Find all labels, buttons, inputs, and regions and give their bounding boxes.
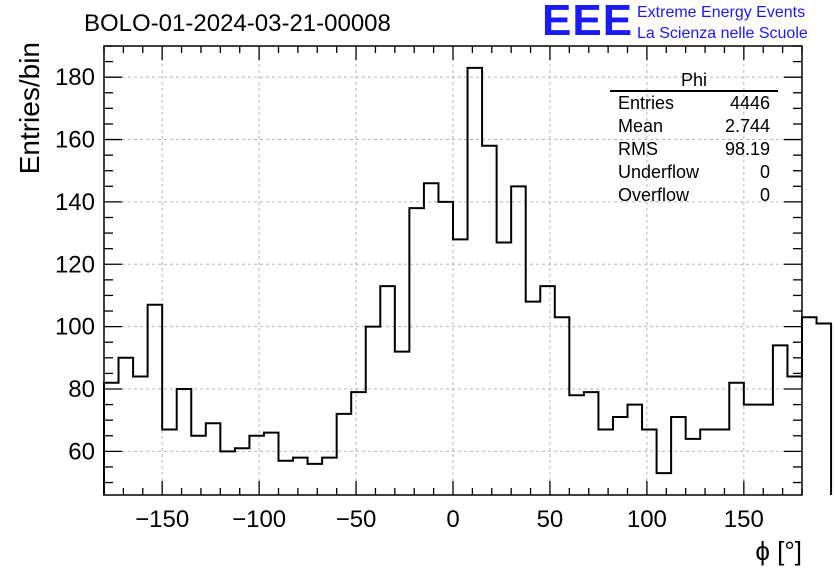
- histogram-bin: [424, 183, 439, 495]
- y-tick-label: 80: [68, 376, 95, 403]
- eee-logo: EEE: [542, 0, 634, 45]
- stats-row-entries: Entries 4446: [610, 92, 778, 115]
- stats-row-overflow: Overflow 0: [610, 184, 778, 207]
- y-tick-label: 140: [55, 189, 95, 216]
- histogram-bin: [715, 430, 730, 495]
- histogram-bin: [322, 458, 337, 495]
- chart-title: BOLO-01-2024-03-21-00008: [84, 10, 391, 37]
- histogram-bin: [817, 324, 832, 495]
- histogram-bin: [104, 383, 119, 495]
- x-tick-label: 100: [627, 506, 667, 533]
- histogram-bin: [598, 430, 613, 495]
- stats-value: 4446: [729, 93, 770, 113]
- stats-row-mean: Mean 2.744: [610, 115, 778, 138]
- histogram-bin: [526, 302, 541, 495]
- histogram-bin: [119, 358, 134, 495]
- histogram-bin: [613, 417, 628, 495]
- histogram-bin: [773, 345, 788, 495]
- histogram-bin: [700, 430, 715, 495]
- histogram-bin: [657, 473, 672, 495]
- stats-value: 98.19: [724, 139, 770, 159]
- y-tick-label: 100: [55, 314, 95, 341]
- histogram-outline: [103, 66, 833, 495]
- histogram-bin: [148, 305, 163, 495]
- histogram-bin: [133, 377, 148, 495]
- x-tick-label: −50: [336, 506, 377, 533]
- stats-label: Entries: [618, 93, 675, 113]
- stats-label: Underflow: [618, 162, 700, 182]
- histogram-bin: [671, 417, 686, 495]
- logo-line-2: La Scienza nelle Scuole: [637, 25, 808, 42]
- histogram-bin: [758, 405, 773, 495]
- histogram-bin: [293, 458, 308, 495]
- histogram-bin: [279, 461, 294, 495]
- histogram-bin: [686, 439, 701, 495]
- stats-value: 0: [759, 162, 770, 182]
- histogram-bin: [497, 242, 512, 495]
- histogram-bin: [177, 389, 192, 495]
- histogram-bin: [249, 436, 264, 495]
- stats-value: 2.744: [724, 116, 770, 136]
- histogram-bin: [235, 448, 250, 495]
- histogram-bin: [468, 68, 483, 495]
- x-axis-label: ϕ [°]: [755, 536, 802, 566]
- histogram-bin: [409, 208, 424, 495]
- histogram-bin: [569, 395, 584, 495]
- histogram-bin: [366, 327, 381, 495]
- y-tick-label: 60: [68, 438, 95, 465]
- histogram-bin: [744, 405, 759, 495]
- x-tick-label: 150: [724, 506, 764, 533]
- stats-row-rms: RMS 98.19: [610, 138, 778, 161]
- axis-ticks: [103, 45, 803, 495]
- y-axis-label: Entries/bin: [14, 42, 45, 174]
- histogram-bin: [308, 464, 323, 495]
- y-tick-label: 180: [55, 64, 95, 91]
- stats-label: RMS: [618, 139, 658, 159]
- logo-line-1: Extreme Energy Events: [637, 4, 806, 21]
- histogram-bin: [162, 430, 177, 495]
- histogram-bin: [482, 146, 497, 495]
- histogram-bin: [380, 286, 395, 495]
- x-tick-label: 0: [446, 506, 459, 533]
- histogram-bin: [802, 317, 817, 495]
- histogram-bin: [628, 405, 643, 495]
- histogram-bin: [555, 317, 570, 495]
- histogram-bin: [264, 433, 279, 495]
- stats-row-underflow: Underflow 0: [610, 161, 778, 184]
- stats-value: 0: [759, 185, 770, 205]
- histogram-bin: [729, 383, 744, 495]
- histogram-bin: [191, 436, 206, 495]
- x-tick-label: 50: [537, 506, 564, 533]
- stats-box: Phi Entries 4446 Mean 2.744 RMS 98.19 Un…: [610, 70, 778, 207]
- stats-label: Mean: [618, 116, 664, 136]
- histogram-bin: [511, 186, 526, 495]
- histogram-bin: [220, 451, 235, 495]
- histogram-bin: [351, 392, 366, 495]
- histogram-bin: [395, 352, 410, 495]
- histogram-bin: [438, 202, 453, 495]
- x-tick-label: −150: [135, 506, 189, 533]
- stats-box-title: Phi: [610, 70, 778, 92]
- histogram-bin: [337, 414, 352, 495]
- histogram-bin: [206, 423, 221, 495]
- stats-label: Overflow: [618, 185, 690, 205]
- y-tick-labels: 60 80 100 120 140 160 180: [55, 64, 95, 465]
- x-tick-label: −100: [232, 506, 286, 533]
- y-tick-label: 120: [55, 251, 95, 278]
- histogram-bin: [642, 430, 657, 495]
- histogram-bin: [540, 286, 555, 495]
- histogram-bin: [453, 239, 468, 495]
- histogram-bin: [584, 392, 599, 495]
- x-tick-labels: −150 −100 −50 0 50 100 150: [135, 506, 764, 533]
- y-tick-label: 160: [55, 127, 95, 154]
